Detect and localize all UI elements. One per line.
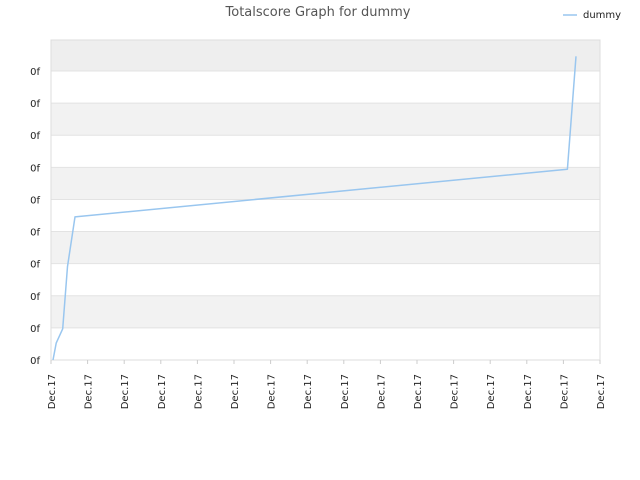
x-tick-label: Dec.17 (230, 374, 241, 409)
plot-band (51, 295, 600, 328)
y-tick-label: 0f (30, 99, 40, 110)
x-tick-label: Dec.17 (340, 374, 351, 409)
x-tick-label: Dec.17 (559, 374, 570, 409)
x-tick-label: Dec.17 (157, 374, 168, 409)
x-tick-label: Dec.17 (303, 374, 314, 409)
x-tick-label: Dec.17 (523, 374, 534, 409)
x-tick-label: Dec.17 (413, 374, 424, 409)
chart-title: Totalscore Graph for dummy (225, 5, 411, 20)
x-tick-label: Dec.17 (376, 374, 387, 409)
y-tick-label: 0f (30, 131, 40, 142)
gridlines (51, 70, 600, 329)
y-tick-label: 0f (30, 163, 40, 174)
y-tick-label: 0f (30, 260, 40, 271)
plot-border (50, 39, 601, 361)
plot-band (51, 199, 600, 232)
plot-band (51, 40, 600, 71)
x-tick-label: Dec.17 (47, 374, 58, 409)
y-tick-label: 0f (30, 195, 40, 206)
plot-band (51, 263, 600, 296)
y-tick-label: 0f (30, 292, 40, 303)
plot-band (51, 103, 600, 136)
x-tick-label: Dec.17 (267, 374, 278, 409)
plot-band (51, 231, 600, 264)
legend-label-dummy: dummy (583, 10, 621, 21)
x-tick-label: Dec.17 (486, 374, 497, 409)
x-tick-label: Dec.17 (120, 374, 131, 409)
x-tick-label: Dec.17 (596, 374, 607, 409)
series-group (52, 56, 577, 361)
plot-band (51, 71, 600, 104)
legend[interactable]: dummy (563, 10, 621, 21)
plot-bands (51, 40, 600, 360)
plot-band (51, 167, 600, 200)
x-axis-ticks: Dec.17 Dec.17 Dec.17 Dec.17 Dec.17 Dec.17 Dec.… (47, 360, 607, 409)
plot-band (51, 327, 600, 360)
plot-band (51, 135, 600, 168)
y-tick-label: 0f (30, 356, 40, 367)
y-axis-ticks: 0f 0f 0f 0f 0f 0f 0f 0f 0f 0f (30, 67, 40, 367)
x-tick-label: Dec.17 (450, 374, 461, 409)
y-tick-label: 0f (30, 324, 40, 335)
x-tick-label: Dec.17 (193, 374, 204, 409)
series-line-dummy[interactable] (52, 56, 577, 361)
y-tick-label: 0f (30, 67, 40, 78)
y-tick-label: 0f (30, 228, 40, 239)
x-tick-label: Dec.17 (84, 374, 95, 409)
